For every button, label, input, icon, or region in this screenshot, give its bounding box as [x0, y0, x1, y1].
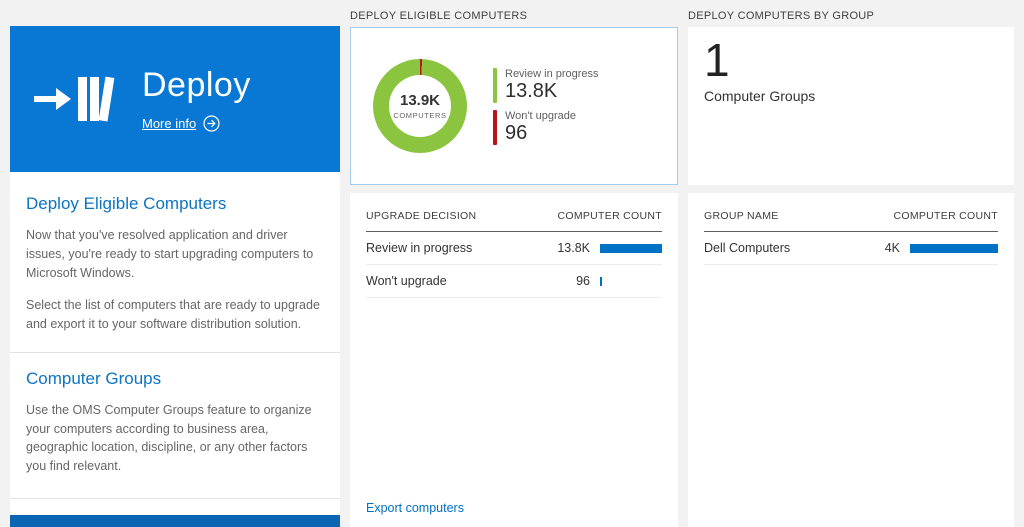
tile-text: Deploy More info: [142, 66, 251, 132]
column-header-group-name: GROUP NAME: [704, 210, 779, 222]
donut-chart[interactable]: 13.9K COMPUTERS: [373, 59, 467, 153]
legend-swatch-green: [493, 67, 497, 103]
deploy-computers-by-group-column: DEPLOY COMPUTERS BY GROUP 1 Computer Gro…: [688, 10, 1014, 527]
group-count: 1: [704, 34, 730, 86]
section-paragraph: Now that you've resolved application and…: [26, 228, 314, 280]
chart-legend: Review in progress 13.8K Won't upgrade 9…: [493, 67, 599, 145]
row-bar-track: [600, 276, 662, 286]
deploy-overview-column: Deploy More info Deploy Eligible Compute…: [10, 10, 340, 527]
section-divider: [10, 351, 340, 353]
count-bar: [600, 243, 662, 253]
row-label: Won't upgrade: [366, 274, 447, 288]
table-row[interactable]: Won't upgrade 96: [366, 265, 662, 298]
count-bar: [600, 276, 602, 286]
row-value: 96: [576, 274, 590, 288]
column-header-upgrade-decision: UPGRADE DECISION: [366, 210, 477, 222]
left-column-header-spacer: [10, 10, 340, 26]
column-header-computer-count: COMPUTER COUNT: [893, 210, 998, 222]
tile-title: Deploy: [142, 65, 251, 104]
table-row[interactable]: Review in progress 13.8K: [366, 232, 662, 265]
legend-value: 13.8K: [505, 79, 558, 102]
group-table: GROUP NAME COMPUTER COUNT Dell Computers…: [688, 193, 1014, 527]
arrow-circle-icon: [203, 115, 220, 132]
donut-center-value: 13.9K: [399, 92, 441, 109]
section-heading-computer-groups: Computer Groups: [26, 368, 162, 388]
deploy-solution-tile[interactable]: Deploy More info: [10, 25, 340, 173]
table-row[interactable]: Dell Computers 4K: [704, 232, 998, 265]
group-count-label: Computer Groups: [704, 87, 816, 104]
legend-swatch-red: [493, 109, 497, 145]
section-paragraph: Select the list of computers that are re…: [26, 298, 320, 332]
legend-item-wont-upgrade: Won't upgrade 96: [493, 109, 599, 145]
middle-column-title: DEPLOY ELIGIBLE COMPUTERS: [350, 10, 528, 22]
computer-groups-summary-card[interactable]: 1 Computer Groups: [688, 27, 1014, 185]
row-bar-track: [910, 243, 998, 253]
section-heading-deploy-eligible: Deploy Eligible Computers: [26, 194, 227, 214]
row-value: 4K: [884, 241, 900, 255]
section-divider: [10, 497, 340, 499]
row-label: Dell Computers: [704, 241, 791, 255]
bottom-tile-edge: [10, 514, 340, 527]
row-value: 13.8K: [557, 241, 590, 255]
donut-center: 13.9K COMPUTERS: [389, 75, 451, 137]
deploy-icon: [34, 76, 115, 122]
legend-value: 96: [505, 121, 528, 144]
eligible-computers-chart-card[interactable]: 13.9K COMPUTERS Review in progress 13.8K…: [350, 27, 678, 185]
legend-item-review-in-progress: Review in progress 13.8K: [493, 67, 599, 103]
column-header-computer-count: COMPUTER COUNT: [557, 210, 662, 222]
more-info-link[interactable]: More info: [142, 115, 251, 132]
deploy-eligible-computers-column: DEPLOY ELIGIBLE COMPUTERS 13.9K COMPUTER…: [350, 10, 678, 527]
legend-label: Review in progress: [505, 67, 599, 80]
table-header-row: GROUP NAME COMPUTER COUNT: [704, 203, 998, 232]
row-bar-track: [600, 243, 662, 253]
legend-label: Won't upgrade: [505, 109, 577, 122]
more-info-label: More info: [142, 115, 197, 131]
right-column-title: DEPLOY COMPUTERS BY GROUP: [688, 10, 875, 22]
row-label: Review in progress: [366, 241, 473, 255]
donut-center-label: COMPUTERS: [393, 111, 447, 120]
table-header-row: UPGRADE DECISION COMPUTER COUNT: [366, 203, 662, 232]
count-bar: [910, 243, 998, 253]
description-panel: Deploy Eligible Computers Now that you'v…: [10, 172, 340, 515]
section-paragraph: Use the OMS Computer Groups feature to o…: [26, 402, 312, 474]
export-computers-link[interactable]: Export computers: [366, 501, 464, 515]
upgrade-decision-table: UPGRADE DECISION COMPUTER COUNT Review i…: [350, 193, 678, 527]
